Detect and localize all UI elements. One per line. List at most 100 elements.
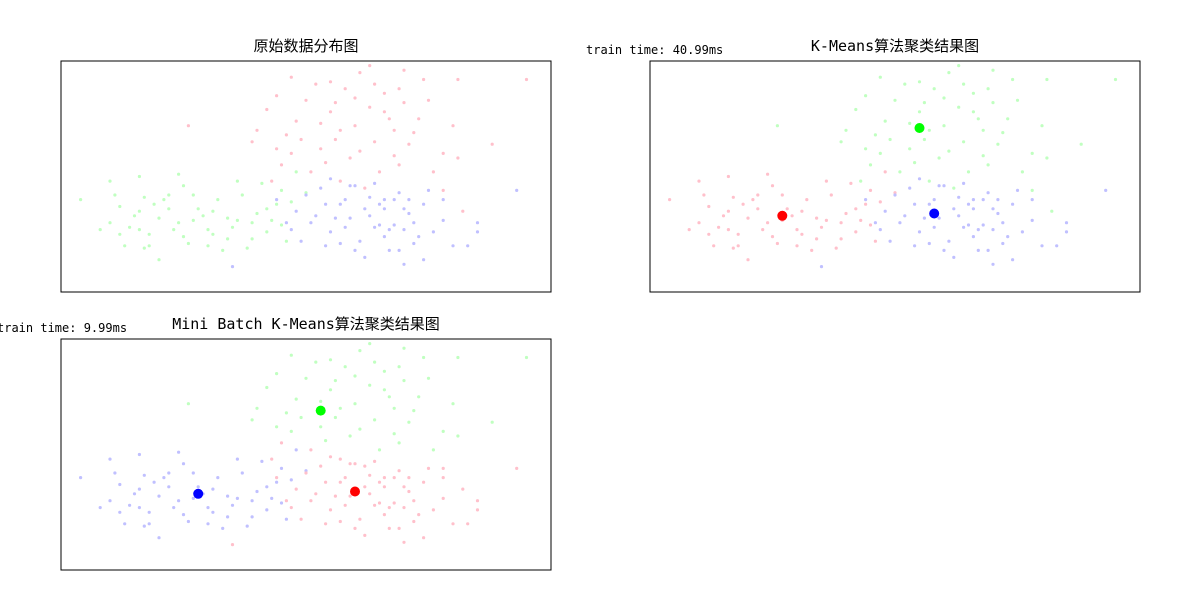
data-point [928,203,931,206]
data-point [280,467,283,470]
data-point [339,242,342,245]
data-point [295,170,298,173]
data-point [226,217,229,220]
data-point [962,182,965,185]
data-point [349,156,352,159]
data-point [363,256,366,259]
data-point [466,522,469,525]
cluster-center [929,209,939,219]
data-point [304,471,307,474]
data-point [383,513,386,516]
data-point [972,235,975,238]
data-point [996,143,999,146]
data-point [383,485,386,488]
data-point [972,110,975,113]
data-point [349,495,352,498]
data-point [344,226,347,229]
data-point [290,478,293,481]
data-point [275,476,278,479]
data-point [349,434,352,437]
data-point [840,237,843,240]
data-point [324,203,327,206]
data-point [913,161,916,164]
data-point [353,374,356,377]
data-point [373,226,376,229]
data-point [118,233,121,236]
data-point [398,87,401,90]
data-point [923,138,926,141]
data-point [707,205,710,208]
points-layer [668,64,1117,268]
data-point [1031,219,1034,222]
data-point [991,69,994,72]
data-point [236,497,239,500]
data-point [515,467,518,470]
data-point [938,217,941,220]
data-point [1040,244,1043,247]
data-point [879,76,882,79]
data-point [525,78,528,81]
data-point [422,356,425,359]
data-point [368,342,371,345]
data-point [393,154,396,157]
data-point [314,361,317,364]
data-point [378,481,381,484]
data-point [79,476,82,479]
data-point [339,520,342,523]
train-time-note: train time: 40.99ms [586,43,723,57]
data-point [732,196,735,199]
data-point [255,129,258,132]
data-point [236,180,239,183]
data-point [211,210,214,213]
data-point [918,110,921,113]
data-point [246,247,249,250]
data-point [908,147,911,150]
data-point [206,522,209,525]
data-point [358,150,361,153]
data-point [402,347,405,350]
data-point [1031,152,1034,155]
data-point [1011,258,1014,261]
data-point [339,203,342,206]
data-point [977,117,980,120]
cluster-center [350,487,360,497]
data-point [167,207,170,210]
data-point [825,180,828,183]
data-point [776,124,779,127]
data-point [133,492,136,495]
data-point [172,506,175,509]
data-point [933,198,936,201]
data-point [368,492,371,495]
data-point [148,522,151,525]
data-point [236,458,239,461]
data-point [157,258,160,261]
data-point [884,210,887,213]
data-point [456,78,459,81]
data-point [309,221,312,224]
data-point [285,221,288,224]
data-point [795,228,798,231]
data-point [339,458,342,461]
data-point [952,256,955,259]
data-point [957,196,960,199]
data-point [378,170,381,173]
data-point [398,469,401,472]
data-point [967,223,970,226]
data-point [442,189,445,192]
data-point [982,154,985,157]
data-point [314,492,317,495]
data-point [99,228,102,231]
data-point [786,207,789,210]
data-point [918,80,921,83]
data-point [697,221,700,224]
data-point [889,240,892,243]
data-point [353,462,356,465]
data-point [791,214,794,217]
data-point [957,214,960,217]
data-point [1006,117,1009,120]
data-point [962,140,965,143]
data-point [363,187,366,190]
data-point [128,504,131,507]
data-point [854,108,857,111]
